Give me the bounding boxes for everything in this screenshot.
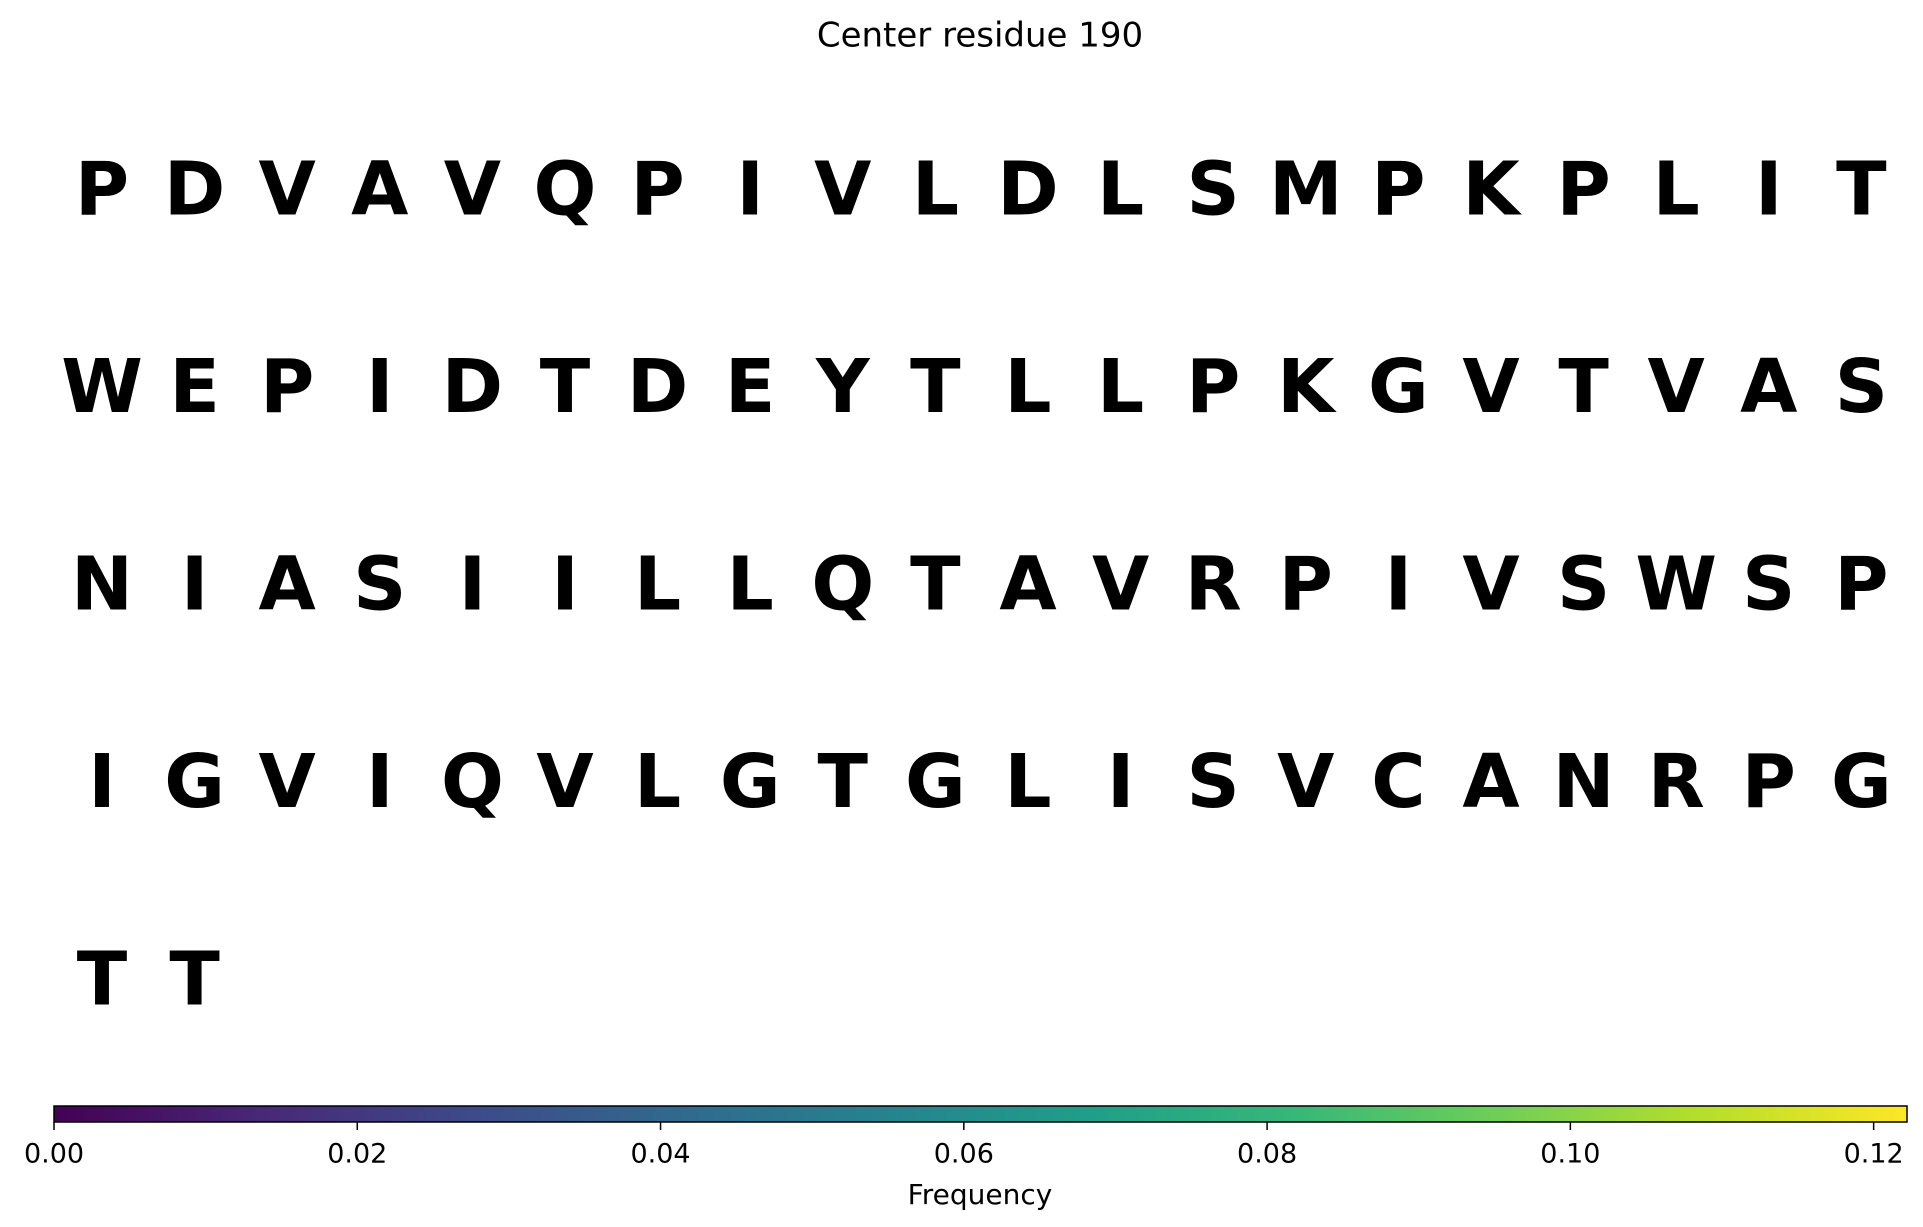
residue: I — [88, 739, 116, 825]
residue: A — [999, 542, 1056, 628]
residue: T — [1836, 147, 1887, 233]
residue: R — [1648, 739, 1705, 825]
residue: T — [1558, 344, 1609, 430]
residue: L — [634, 739, 681, 825]
residue: V — [444, 147, 501, 233]
residue: S — [1187, 739, 1240, 825]
residue: S — [1835, 344, 1888, 430]
residue: P — [630, 147, 684, 233]
residue: P — [1371, 147, 1425, 233]
residue: V — [1092, 542, 1149, 628]
residue: I — [736, 147, 764, 233]
residue: N — [1553, 739, 1615, 825]
residue: G — [164, 739, 225, 825]
residue: L — [1004, 344, 1051, 430]
residue: V — [259, 147, 316, 233]
residue: D — [164, 147, 225, 233]
residue: D — [997, 147, 1058, 233]
residue: P — [1186, 344, 1240, 430]
residue: T — [910, 542, 961, 628]
residue: V — [259, 739, 316, 825]
residue: S — [1557, 542, 1610, 628]
residue: M — [1269, 147, 1343, 233]
tick-label: 0.04 — [630, 1139, 690, 1170]
residue: G — [720, 739, 781, 825]
chart-title: Center residue 190 — [817, 16, 1143, 56]
residue: P — [1834, 542, 1888, 628]
residue: S — [1742, 542, 1795, 628]
residue: G — [905, 739, 966, 825]
residue: D — [627, 344, 688, 430]
residue: P — [1279, 542, 1333, 628]
residue: T — [540, 344, 591, 430]
tick-label: 0.10 — [1540, 1139, 1600, 1170]
residue: T — [169, 937, 220, 1023]
residue: I — [366, 739, 394, 825]
residue: Q — [811, 542, 874, 628]
residue: L — [912, 147, 959, 233]
residue: I — [459, 542, 487, 628]
residue: E — [725, 344, 776, 430]
residue: I — [1755, 147, 1783, 233]
residue: L — [634, 542, 681, 628]
residue: V — [814, 147, 871, 233]
residue: P — [260, 344, 314, 430]
residue: E — [169, 344, 220, 430]
residue: A — [259, 542, 316, 628]
residue: V — [1462, 542, 1519, 628]
tick-label: 0.00 — [24, 1139, 84, 1170]
residue: G — [1831, 739, 1892, 825]
residue: V — [1277, 739, 1334, 825]
residue: I — [1107, 739, 1135, 825]
residue: K — [1277, 344, 1337, 430]
residue: P — [1556, 147, 1610, 233]
residue: A — [351, 147, 408, 233]
residue: Q — [441, 739, 504, 825]
residue: V — [536, 739, 593, 825]
residue: S — [353, 542, 406, 628]
residue: L — [1097, 147, 1144, 233]
residue: I — [551, 542, 579, 628]
residue: P — [75, 147, 129, 233]
colorbar — [53, 1105, 1908, 1123]
residue: R — [1185, 542, 1242, 628]
residue: A — [1740, 344, 1797, 430]
tick-label: 0.06 — [934, 1139, 994, 1170]
residue: L — [727, 542, 774, 628]
residue: V — [1462, 344, 1519, 430]
tick-label: 0.12 — [1844, 1139, 1904, 1170]
residue: I — [181, 542, 209, 628]
residue: W — [1635, 542, 1717, 628]
colorbar-label: Frequency — [908, 1178, 1053, 1211]
residue: N — [71, 542, 133, 628]
residue: V — [1648, 344, 1705, 430]
tick-label: 0.02 — [327, 1139, 387, 1170]
residue: D — [442, 344, 503, 430]
tick-label: 0.08 — [1237, 1139, 1297, 1170]
residue: S — [1187, 147, 1240, 233]
residue: L — [1097, 344, 1144, 430]
residue: L — [1653, 147, 1700, 233]
residue: G — [1368, 344, 1429, 430]
residue: P — [1742, 739, 1796, 825]
residue: I — [1385, 542, 1413, 628]
residue: K — [1462, 147, 1522, 233]
residue: W — [61, 344, 143, 430]
residue: L — [1004, 739, 1051, 825]
residue: A — [1462, 739, 1519, 825]
residue: T — [77, 937, 128, 1023]
residue: T — [818, 739, 869, 825]
residue: C — [1371, 739, 1425, 825]
residue: Q — [534, 147, 597, 233]
residue: Y — [815, 344, 871, 430]
residue: I — [366, 344, 394, 430]
residue: T — [910, 344, 961, 430]
